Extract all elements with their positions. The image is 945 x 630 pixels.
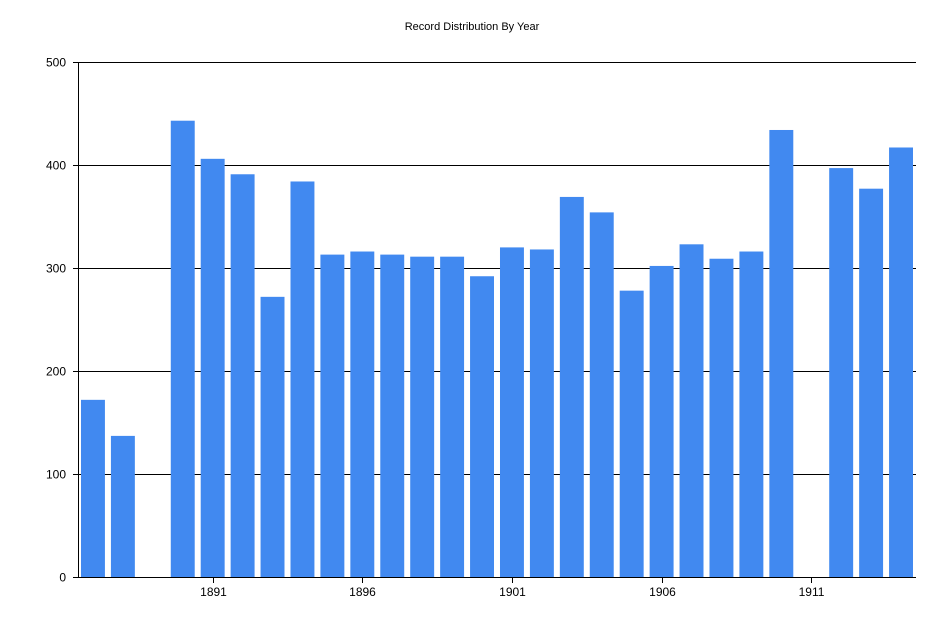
x-tick-label: 1891 bbox=[200, 585, 227, 599]
bar bbox=[170, 120, 195, 578]
bar bbox=[290, 181, 315, 578]
bars bbox=[80, 120, 913, 578]
y-tick-label: 200 bbox=[46, 365, 66, 379]
chart-title: Record Distribution By Year bbox=[405, 21, 540, 33]
bar bbox=[470, 276, 494, 577]
bar bbox=[110, 435, 135, 577]
bar bbox=[320, 254, 345, 578]
x-tick-label: 1901 bbox=[499, 585, 526, 599]
bar bbox=[709, 258, 734, 577]
bar bbox=[679, 244, 704, 577]
bar bbox=[260, 296, 285, 577]
bar bbox=[889, 147, 913, 578]
axes bbox=[78, 62, 916, 578]
bar bbox=[829, 168, 854, 577]
bar bbox=[380, 254, 405, 578]
bar bbox=[649, 265, 674, 577]
bar bbox=[589, 212, 614, 577]
y-tick-label: 0 bbox=[59, 571, 66, 585]
bar bbox=[619, 290, 644, 577]
bar bbox=[410, 256, 435, 577]
bar bbox=[739, 251, 764, 577]
y-tick-label: 500 bbox=[46, 56, 66, 70]
y-tick-label: 300 bbox=[46, 262, 66, 276]
bar bbox=[350, 251, 375, 577]
bar bbox=[230, 174, 255, 577]
bar bbox=[200, 158, 225, 577]
bar bbox=[80, 399, 105, 577]
y-tick-label: 100 bbox=[46, 468, 66, 482]
bar bbox=[529, 249, 554, 577]
bar bbox=[859, 188, 884, 577]
bar bbox=[499, 247, 524, 577]
bar bbox=[440, 256, 465, 577]
x-axis-ticks: 1891 1896 1901 1906 1911 bbox=[200, 577, 825, 599]
bar bbox=[559, 196, 584, 577]
bar bbox=[769, 129, 794, 578]
x-tick-label: 1911 bbox=[799, 585, 825, 599]
y-axis-ticks: 0 100 200 300 400 500 bbox=[46, 56, 78, 585]
x-tick-label: 1896 bbox=[349, 585, 376, 599]
y-tick-label: 400 bbox=[46, 159, 66, 173]
x-tick-label: 1906 bbox=[649, 585, 676, 599]
